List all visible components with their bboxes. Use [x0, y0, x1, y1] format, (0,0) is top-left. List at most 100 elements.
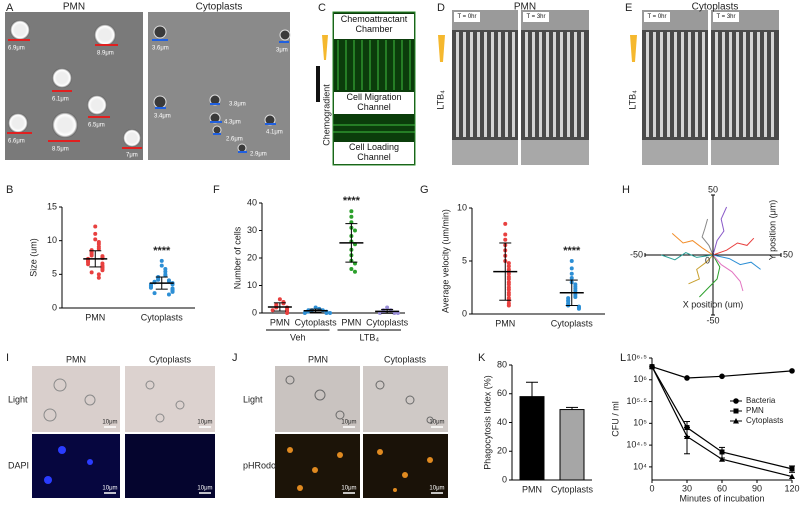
significance: **** — [153, 245, 171, 257]
measurement: 8.9μm — [97, 51, 114, 57]
legend-label: Bacteria — [746, 396, 776, 405]
cell — [426, 416, 434, 424]
trajectory — [688, 254, 714, 285]
loading-channel — [642, 140, 708, 165]
cytoplast — [212, 125, 222, 135]
data-point — [86, 262, 91, 267]
cells — [8, 20, 141, 147]
y-axis-label: Average velocity (um/min) — [440, 209, 450, 313]
legend-label: PMN — [746, 406, 764, 415]
x-tick-label: Cytoplasts — [141, 312, 184, 322]
microchannel — [757, 32, 760, 137]
scale-label: 10μm — [341, 486, 356, 492]
marker — [649, 363, 655, 370]
data-point — [569, 259, 574, 263]
y-tick-label: -50 — [706, 315, 719, 325]
y-tick-label: 10⁶ — [633, 374, 647, 384]
phagosome — [377, 449, 383, 455]
chamber-label: Chemoattractant Chamber — [334, 14, 414, 39]
data-point — [328, 311, 333, 315]
phagosome — [402, 472, 408, 478]
data-point — [573, 295, 578, 300]
gradient-wedge — [438, 35, 445, 62]
y-tick-label: 5 — [462, 255, 467, 265]
y-tick-label: 10⁶·⁵ — [627, 352, 648, 362]
microchannel — [743, 32, 746, 137]
data-point — [159, 258, 164, 263]
microchannel — [532, 32, 535, 137]
data-point — [277, 297, 282, 302]
phagosome — [287, 447, 293, 453]
series-line — [651, 366, 793, 470]
data-point — [148, 285, 153, 290]
loading-channel — [521, 140, 589, 165]
cell — [84, 394, 96, 406]
measurement: 3.4μm — [154, 114, 171, 120]
phagosome — [297, 485, 303, 491]
cytoplast — [153, 95, 167, 109]
panel-letter: K — [478, 352, 486, 364]
cell — [375, 380, 385, 390]
cell — [52, 68, 72, 88]
data-point — [352, 269, 357, 274]
data-point — [506, 292, 511, 297]
cell — [155, 413, 165, 423]
microchannel — [646, 32, 649, 137]
y-tick-label: 30 — [247, 225, 257, 235]
x-tick-label: PMN — [85, 312, 105, 322]
measurement: 6.1μm — [52, 97, 69, 103]
cell — [314, 389, 326, 401]
row-label: DAPI — [8, 460, 29, 470]
loading-channel — [711, 140, 779, 165]
x-axis-label: X position (um) — [683, 299, 744, 309]
x-tick-label: Cytoplasts — [551, 318, 594, 328]
microchannel — [539, 32, 542, 137]
cell — [405, 395, 415, 405]
column-label: PMN — [308, 354, 328, 364]
cell — [335, 410, 345, 420]
scale-label: 10μm — [429, 420, 444, 426]
time-label: T = 3hr — [523, 12, 549, 22]
trajectory — [661, 252, 714, 261]
scale-bars — [104, 426, 443, 494]
measure-bars — [152, 39, 289, 153]
micrograph — [125, 434, 215, 498]
x-tick-label: Cytoplasts — [295, 317, 338, 327]
data-point — [349, 214, 354, 219]
gradient-label: Chemogradient — [321, 84, 331, 146]
marker — [684, 433, 690, 439]
x-tick-label: 120 — [784, 483, 799, 493]
column-label: Cytoplasts — [149, 354, 192, 364]
cytoplast — [153, 25, 167, 39]
microchannel — [674, 32, 677, 137]
significance: **** — [343, 195, 361, 207]
data-point — [89, 253, 94, 258]
microchannel — [512, 32, 515, 137]
trajectory — [671, 233, 714, 256]
cytoplast — [237, 143, 247, 153]
panel-letter: C — [318, 2, 326, 14]
micrograph — [32, 434, 120, 498]
scale-label: 10μm — [102, 420, 117, 426]
measurement: 8.5μm — [52, 147, 69, 153]
panel-letter: H — [622, 184, 630, 196]
measurement: 3.8μm — [229, 102, 246, 108]
y-tick-label: 20 — [497, 446, 507, 456]
data-point — [281, 301, 286, 306]
measurement: 6.5μm — [88, 123, 105, 129]
y-tick-label: 20 — [247, 252, 257, 262]
cell — [53, 378, 67, 392]
data-point — [349, 209, 354, 214]
cytoplast — [279, 29, 291, 41]
measurement: 7μm — [126, 153, 138, 159]
marker — [719, 456, 725, 462]
microchannel — [660, 32, 663, 137]
data-point — [352, 228, 357, 233]
data-point — [506, 277, 511, 282]
x-tick-label: PMN — [495, 318, 515, 328]
cell — [8, 113, 28, 133]
microchannel — [525, 32, 528, 137]
